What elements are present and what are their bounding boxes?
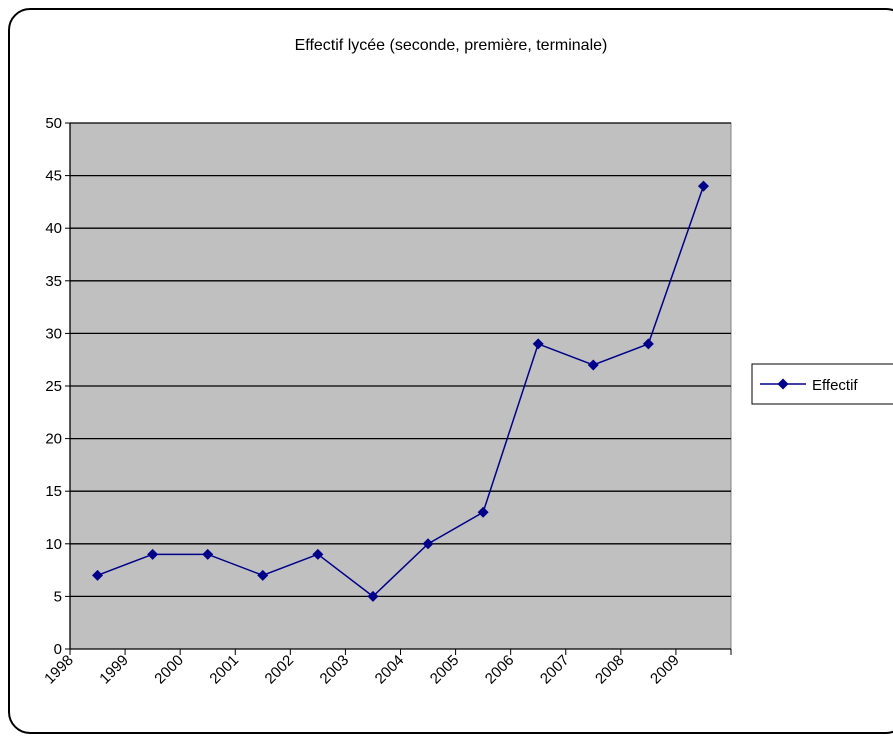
y-tick-label: 25: [45, 378, 62, 395]
x-tick-label: 2005: [427, 652, 463, 688]
x-tick-label: 2009: [647, 652, 683, 688]
y-tick-label: 50: [45, 115, 62, 132]
y-tick-label: 20: [45, 431, 62, 448]
legend-label: Effectif: [812, 377, 858, 394]
y-tick-label: 35: [45, 273, 62, 290]
x-tick-label: 2003: [317, 652, 353, 688]
x-tick-label: 2002: [262, 652, 298, 688]
x-tick-label: 2008: [592, 652, 628, 688]
x-tick-label: 2006: [482, 652, 518, 688]
y-tick-label: 5: [54, 588, 62, 605]
chart-title: Effectif lycée (seconde, première, termi…: [295, 37, 608, 54]
x-tick-label: 1998: [41, 652, 77, 688]
y-tick-label: 15: [45, 483, 62, 500]
legend: Effectif: [752, 364, 893, 404]
y-tick-label: 30: [45, 325, 62, 342]
x-tick-label: 2004: [372, 652, 408, 688]
x-tick-label: 1999: [96, 652, 132, 688]
y-tick-label: 10: [45, 536, 62, 553]
x-tick-label: 2001: [206, 652, 242, 688]
x-tick-label: 2000: [151, 652, 187, 688]
y-tick-label: 40: [45, 220, 62, 237]
y-tick-label: 45: [45, 168, 62, 185]
x-tick-label: 2007: [537, 652, 573, 688]
